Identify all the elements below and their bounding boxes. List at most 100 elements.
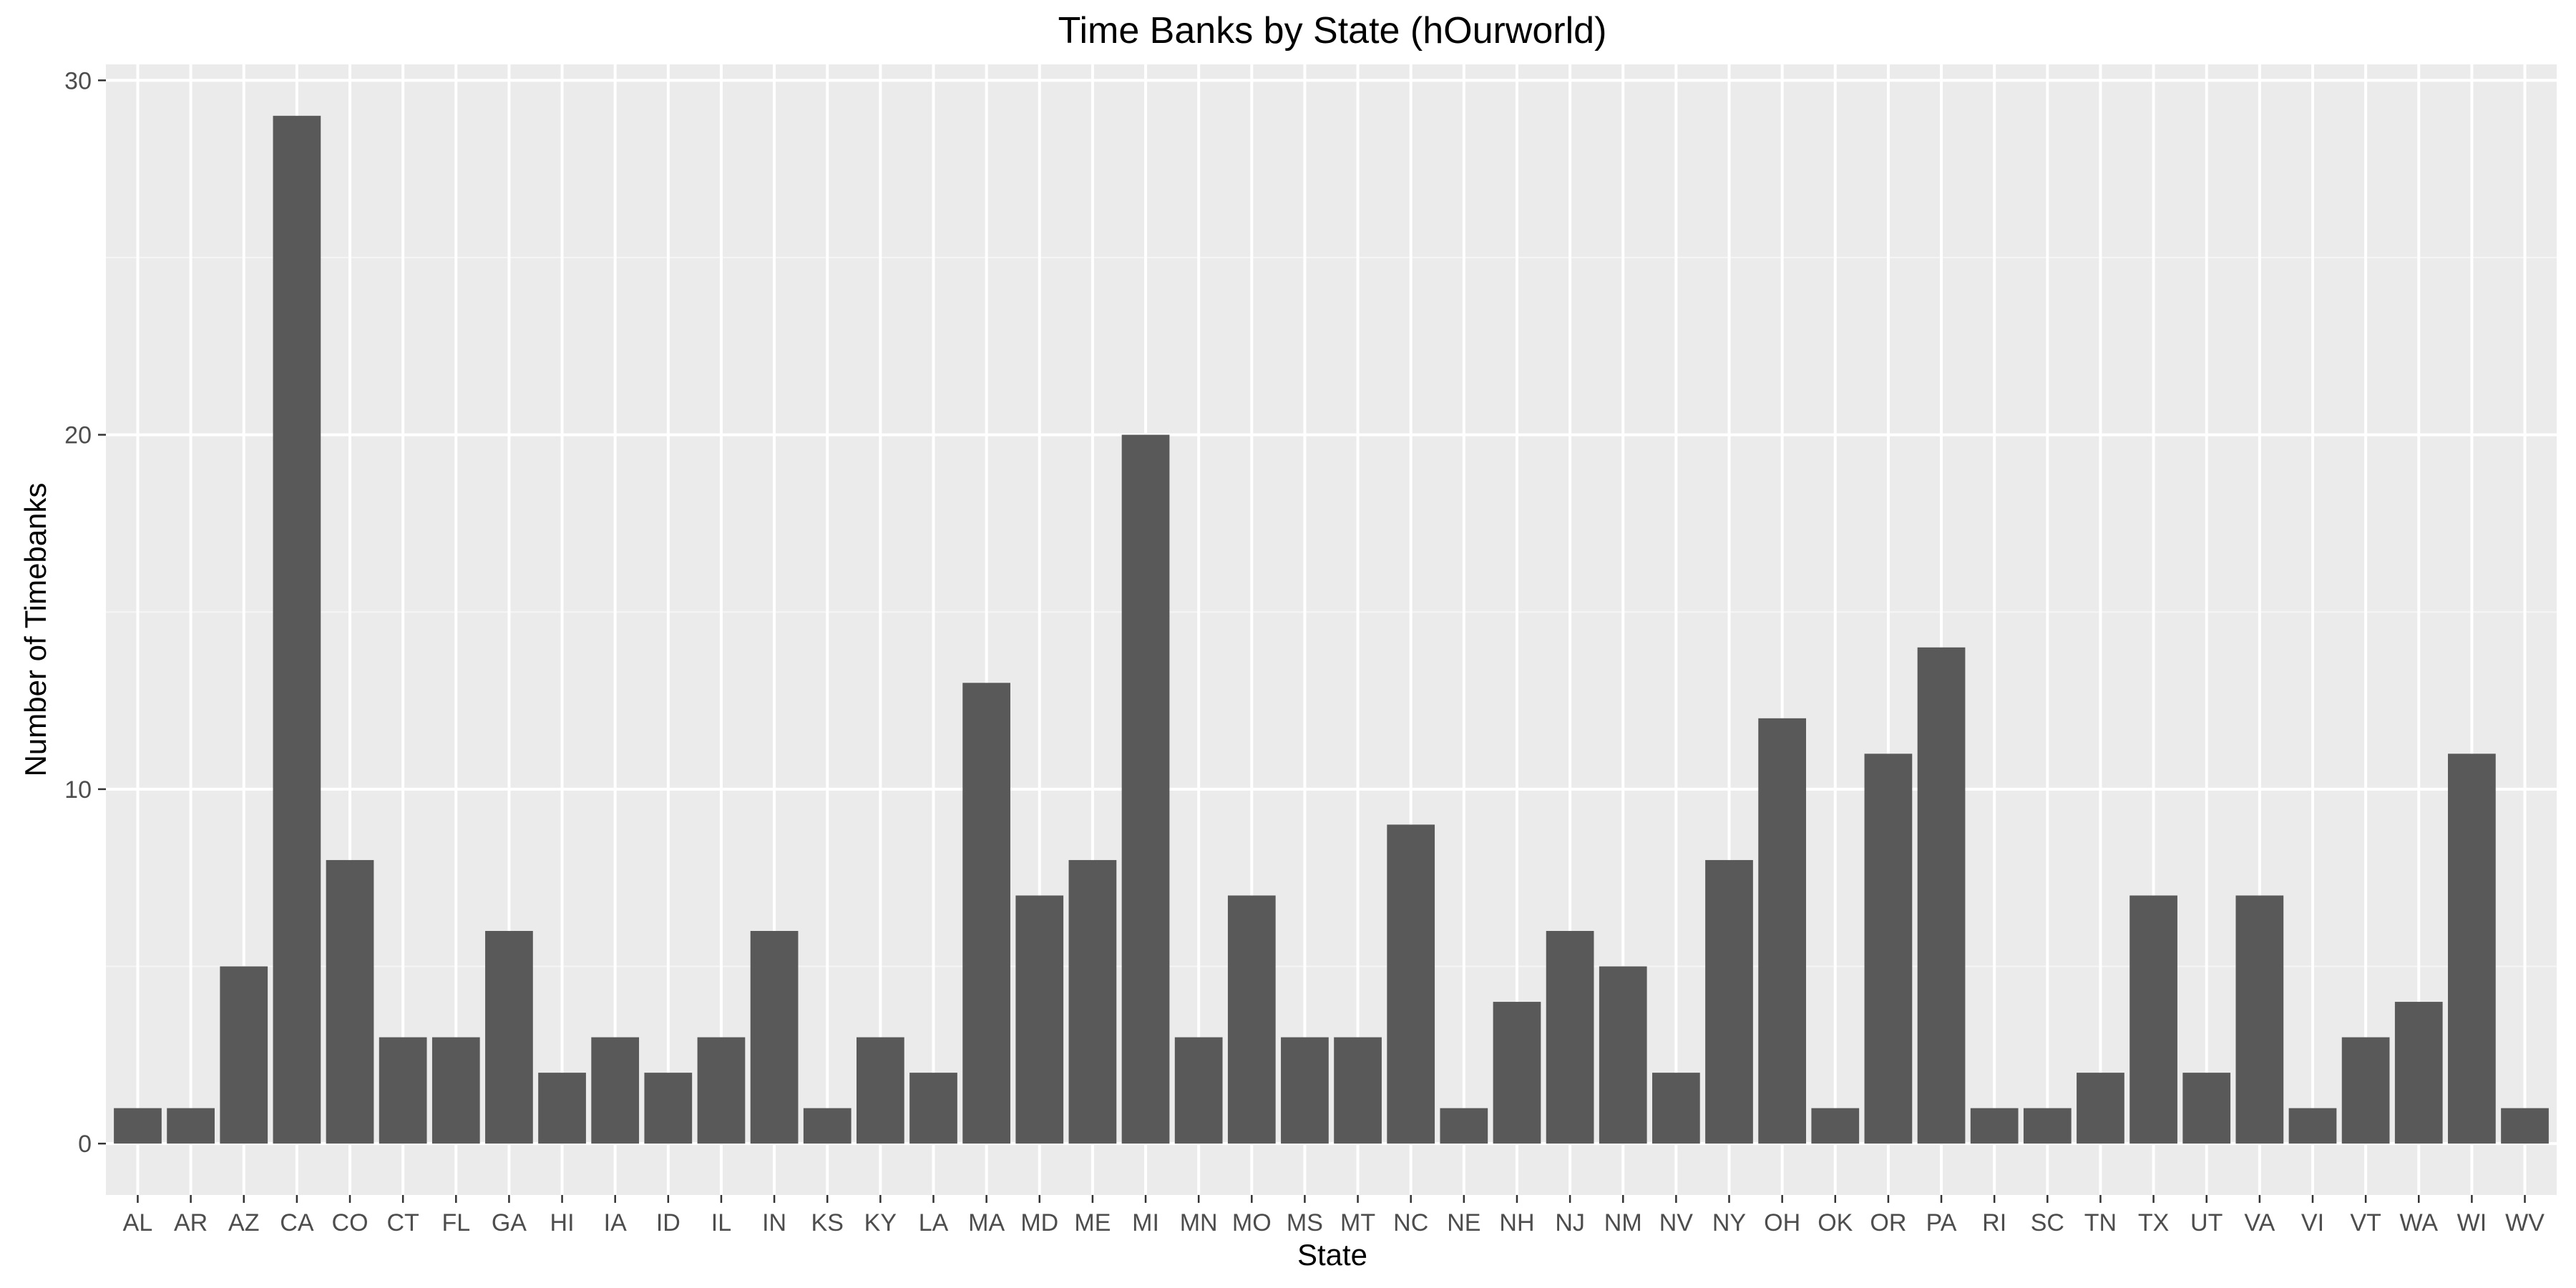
bar-ia (591, 1037, 640, 1144)
x-tick-label: KS (811, 1209, 844, 1236)
x-tick-label: LA (919, 1209, 949, 1236)
x-tick-label: NC (1393, 1209, 1428, 1236)
x-tick-label: AL (123, 1209, 153, 1236)
x-tick-label: CO (332, 1209, 369, 1236)
bar-tx (2129, 895, 2177, 1144)
x-tick-label: PA (1926, 1209, 1957, 1236)
bars (114, 115, 2549, 1144)
bar-al (114, 1108, 162, 1144)
bar-fl (431, 1037, 480, 1144)
bar-vi (2288, 1108, 2337, 1144)
x-tick-label: VA (2244, 1209, 2275, 1236)
bar-co (326, 859, 374, 1144)
x-tick-label: CT (386, 1209, 419, 1236)
bar-ky (856, 1037, 904, 1144)
x-tick-label: VT (2350, 1209, 2381, 1236)
y-tick-label: 10 (64, 776, 92, 804)
x-tick-label: NV (1659, 1209, 1694, 1236)
x-tick-label: NM (1604, 1209, 1642, 1236)
x-tick-label: IA (604, 1209, 627, 1236)
bar-nj (1546, 931, 1594, 1144)
bar-il (697, 1037, 746, 1144)
bar-ar (167, 1108, 215, 1144)
bar-ok (1811, 1108, 1860, 1144)
x-tick-label: KY (864, 1209, 897, 1236)
x-tick-label: WI (2457, 1209, 2487, 1236)
x-axis: AL AR AZ CA CO CT FL GA HI IA ID IL IN KS KY LA MA MD ME MI… (123, 1195, 2545, 1236)
x-tick-label: RI (1982, 1209, 2006, 1236)
bar-ne (1440, 1108, 1488, 1144)
bar-ca (273, 115, 321, 1144)
bar-ks (803, 1108, 852, 1144)
bar-mt (1334, 1037, 1382, 1144)
bar-mi (1121, 434, 1170, 1144)
bar-in (750, 931, 799, 1144)
x-axis-title: State (1297, 1238, 1367, 1272)
x-tick-label: MT (1340, 1209, 1375, 1236)
bar-va (2235, 895, 2284, 1144)
x-tick-label: OR (1870, 1209, 1906, 1236)
bar-tn (2077, 1073, 2124, 1144)
y-tick-label: 0 (78, 1131, 92, 1158)
x-tick-label: IL (711, 1209, 731, 1236)
bar-nc (1387, 824, 1435, 1144)
bar-la (909, 1073, 957, 1144)
bar-md (1015, 895, 1064, 1144)
x-tick-label: WV (2505, 1209, 2545, 1236)
bar-ma (962, 683, 1010, 1144)
bar-ri (1970, 1108, 2019, 1144)
bar-ny (1705, 859, 1753, 1144)
bar-sc (2023, 1108, 2072, 1144)
x-tick-label: HI (550, 1209, 575, 1236)
x-tick-label: MO (1232, 1209, 1272, 1236)
x-tick-label: MS (1287, 1209, 1323, 1236)
bar-oh (1758, 718, 1807, 1144)
bar-nm (1599, 966, 1647, 1144)
x-tick-label: ME (1074, 1209, 1111, 1236)
bar-wa (2394, 1002, 2443, 1144)
plot-panel (106, 64, 2557, 1195)
bar-nv (1652, 1073, 1700, 1144)
x-tick-label: GA (492, 1209, 527, 1236)
chart-title: Time Banks by State (hOurworld) (1058, 10, 1607, 52)
x-tick-label: NE (1447, 1209, 1480, 1236)
x-tick-label: NH (1499, 1209, 1534, 1236)
bar-mo (1227, 895, 1276, 1144)
x-tick-label: UT (2190, 1209, 2223, 1236)
y-axis-title: Number of Timebanks (19, 483, 52, 777)
bar-ms (1281, 1037, 1329, 1144)
x-tick-label: TX (2138, 1209, 2169, 1236)
x-tick-label: WA (2399, 1209, 2438, 1236)
x-tick-label: FL (441, 1209, 470, 1236)
x-tick-label: IN (762, 1209, 786, 1236)
x-tick-label: OH (1764, 1209, 1800, 1236)
x-tick-label: NJ (1555, 1209, 1585, 1236)
x-tick-label: CA (280, 1209, 314, 1236)
x-tick-label: NY (1712, 1209, 1746, 1236)
x-tick-label: AR (174, 1209, 208, 1236)
x-tick-label: VI (2301, 1209, 2324, 1236)
x-tick-label: OK (1818, 1209, 1853, 1236)
bar-ut (2182, 1073, 2231, 1144)
bar-id (644, 1073, 693, 1144)
bar-pa (1917, 647, 1966, 1144)
bar-me (1068, 859, 1117, 1144)
x-tick-label: MA (968, 1209, 1005, 1236)
bar-az (220, 966, 268, 1144)
bar-mn (1174, 1037, 1223, 1144)
x-tick-label: MI (1132, 1209, 1159, 1236)
bar-wv (2501, 1108, 2549, 1144)
bar-or (1864, 753, 1913, 1144)
x-tick-label: TN (2084, 1209, 2117, 1236)
bar-ga (485, 931, 533, 1144)
bar-wi (2448, 753, 2496, 1144)
x-tick-label: MD (1020, 1209, 1058, 1236)
y-tick-label: 30 (64, 67, 92, 94)
x-tick-label: AZ (228, 1209, 259, 1236)
bar-nh (1493, 1002, 1541, 1144)
x-tick-label: SC (2031, 1209, 2064, 1236)
bar-hi (538, 1073, 586, 1144)
x-tick-label: ID (656, 1209, 680, 1236)
y-tick-label: 20 (64, 422, 92, 449)
